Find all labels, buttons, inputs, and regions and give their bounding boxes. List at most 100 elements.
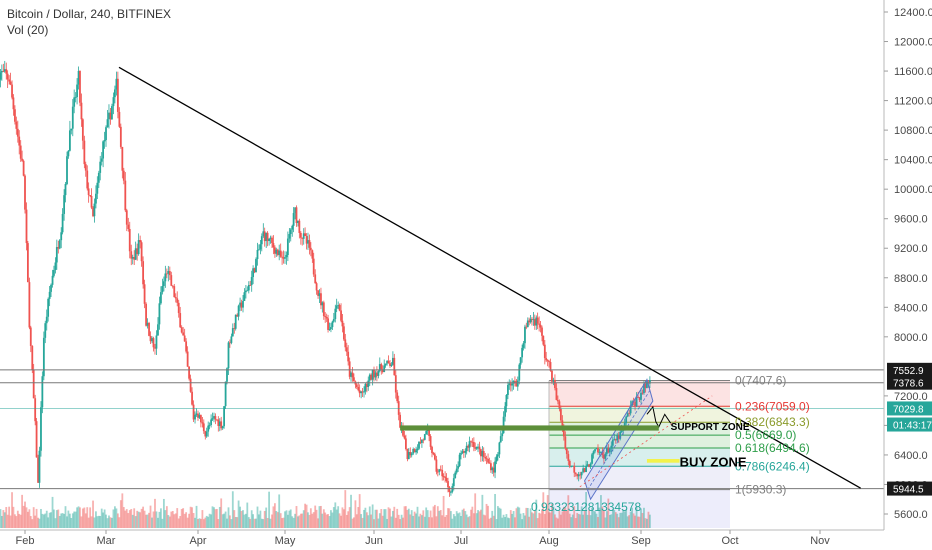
candle-body (149, 335, 152, 342)
volume-bar (454, 516, 457, 528)
candle-body (641, 392, 644, 394)
volume-bar (79, 507, 81, 528)
candle-body (207, 425, 210, 432)
candle-body (604, 453, 607, 459)
candle-body (343, 326, 345, 340)
candle-body (564, 436, 567, 449)
fib-retracement[interactable] (548, 380, 730, 528)
candle-body (616, 435, 619, 441)
candle-body (429, 436, 432, 447)
candle-body (44, 323, 47, 338)
candle-body (586, 464, 589, 467)
candle-body (29, 327, 32, 346)
candle-body (405, 438, 407, 449)
volume-bar (177, 518, 180, 528)
candle-body (246, 290, 249, 292)
volume-bar (494, 493, 496, 528)
candle-body (106, 119, 109, 128)
candle-body (334, 308, 337, 319)
volume-bar (224, 511, 227, 528)
volume-bar (208, 513, 211, 528)
volume-bar (573, 506, 576, 528)
volume-bar (355, 514, 358, 528)
candle-body (536, 317, 539, 324)
candle-body (558, 401, 561, 409)
candle-body (133, 257, 136, 260)
volume-bar (252, 514, 254, 528)
volume-bar (70, 517, 73, 528)
volume-bar (509, 510, 512, 528)
volume-bar (161, 518, 164, 528)
candle-body (331, 321, 334, 328)
candle-body (464, 450, 467, 453)
candle-body (477, 446, 479, 448)
candle-body (292, 213, 295, 226)
fib-zone-band (549, 435, 730, 448)
candle-body (494, 461, 496, 473)
candle-body (197, 413, 199, 418)
volume-bar (158, 511, 161, 528)
candle-body (77, 70, 80, 85)
volume-bar (485, 503, 488, 528)
volume-bar (97, 515, 100, 528)
volume-bar (524, 515, 526, 528)
candle-body (134, 248, 137, 260)
volume-bar (516, 506, 519, 528)
candle-body (291, 225, 294, 230)
volume-bar (221, 514, 224, 528)
volume-bar (322, 509, 325, 528)
candle-body (370, 374, 373, 380)
volume-bar (32, 507, 35, 528)
volume-bar (619, 512, 622, 528)
buy-zone[interactable] (646, 459, 680, 463)
volume-bar (165, 506, 168, 528)
support-zone[interactable] (400, 425, 659, 431)
volume-bar (368, 506, 371, 528)
volume-bar (467, 517, 470, 528)
candle-body (189, 378, 192, 392)
volume-bar (195, 505, 198, 528)
candle-body (183, 335, 186, 342)
volume-bar (458, 512, 461, 528)
candle-body (103, 140, 106, 142)
volume-bar (477, 510, 479, 528)
candle-body (48, 291, 51, 299)
volume-bar (160, 508, 162, 528)
drawings[interactable] (0, 66, 884, 501)
volume-bar (266, 517, 269, 528)
volume-bar (380, 509, 383, 528)
volume-bar (533, 510, 536, 528)
candle-body (302, 233, 305, 239)
candle-body (445, 477, 448, 482)
volume-bar (546, 495, 549, 528)
candle-body (435, 459, 438, 472)
volume-bar (80, 516, 83, 528)
volume-bar (403, 506, 406, 528)
volume-bar (384, 509, 387, 528)
descending-trendline[interactable] (118, 66, 861, 489)
candle-body (177, 302, 180, 314)
volume-bar (149, 505, 152, 528)
volume-bar (67, 510, 70, 528)
ascending-channel[interactable] (584, 378, 654, 501)
volume-bar (26, 511, 29, 528)
price-tick-label: 10400.0 (894, 155, 932, 167)
volume-bar (595, 513, 598, 528)
volume-bar (318, 506, 321, 528)
candle-body (570, 466, 573, 467)
volume-bar (151, 517, 153, 528)
candle-body (507, 385, 509, 395)
volume-bar (610, 514, 613, 528)
candle-body (635, 396, 638, 406)
candle-body (148, 322, 150, 336)
candle-body (528, 320, 531, 323)
volume-bar (370, 514, 373, 528)
price-tick-label: 6400.0 (894, 450, 928, 462)
volume-bar (377, 518, 380, 528)
price-tag-label: 5944.5 (893, 485, 924, 496)
volume-bar (45, 510, 48, 528)
time-axis[interactable]: Feb Mar Apr May Jun Jul Aug Sep Oct Nov (16, 530, 831, 547)
volume-bar (591, 507, 593, 528)
candle-body (467, 445, 470, 448)
